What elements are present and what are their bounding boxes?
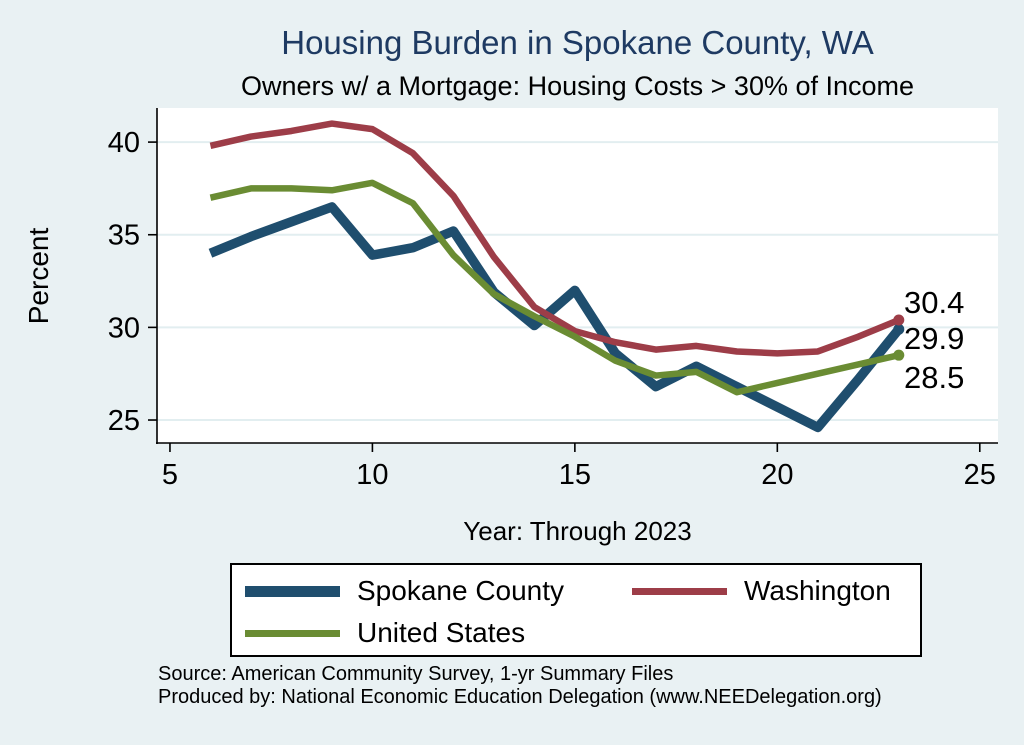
legend: Spokane County Washington United States <box>230 563 922 657</box>
chart-line-washington <box>209 120 901 357</box>
x-tick-label: 5 <box>162 459 178 491</box>
y-tick-label: 35 <box>108 220 140 252</box>
x-axis-title: Year: Through 2023 <box>463 516 692 546</box>
chart-line-united-states <box>209 179 900 396</box>
washington-line-swatch <box>632 587 727 595</box>
legend-row-2: United States <box>232 615 920 651</box>
line-end-dot-spokane-county <box>893 323 905 335</box>
end-value-label-united-states: 28.5 <box>904 360 964 395</box>
source-line: Source: American Community Survey, 1-yr … <box>158 663 674 685</box>
plot-area <box>157 108 998 443</box>
y-tick-label: 40 <box>108 127 140 159</box>
chart-subtitle: Owners w/ a Mortgage: Housing Costs > 30… <box>240 71 915 101</box>
x-tick-label: 15 <box>559 459 591 491</box>
legend-item-spokane-county: Spokane County <box>245 573 564 609</box>
end-value-label-washington: 30.4 <box>904 285 964 320</box>
united-states-line-swatch <box>245 629 340 637</box>
x-tick-label: 25 <box>964 459 996 491</box>
chart-title: Housing Burden in Spokane County, WA <box>281 24 874 61</box>
legend-label-united-states: United States <box>357 617 526 648</box>
legend-item-washington: Washington <box>632 573 891 609</box>
spokane-county-line-swatch <box>245 585 340 597</box>
line-end-dot-washington <box>893 314 905 326</box>
legend-label-spokane-county: Spokane County <box>357 575 565 606</box>
produced-by-line: Produced by: National Economic Education… <box>158 685 882 708</box>
chart-line-spokane-county <box>208 202 903 433</box>
y-tick-label: 30 <box>108 312 140 344</box>
legend-label-washington: Washington <box>744 575 891 606</box>
legend-row-1: Spokane County Washington <box>232 573 920 609</box>
end-value-label-spokane-county: 29.9 <box>904 321 964 356</box>
x-tick-label: 10 <box>356 459 388 491</box>
line-end-dot-united-states <box>893 349 905 361</box>
y-axis-title: Percent <box>23 227 54 325</box>
x-tick-label: 20 <box>761 459 793 491</box>
source-block: Source: American Community Survey, 1-yr … <box>158 663 978 708</box>
y-tick-label: 25 <box>108 405 140 437</box>
legend-item-united-states: United States <box>245 615 525 651</box>
